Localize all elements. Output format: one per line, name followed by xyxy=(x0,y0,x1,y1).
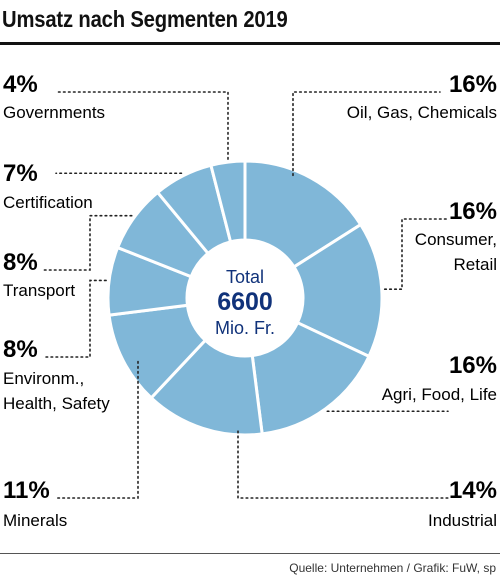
leader-lines xyxy=(43,91,449,499)
leader-environm-health-safety xyxy=(43,279,107,358)
slice-labels: 16% Oil, Gas, Chemicals 16% Consumer, Retail… xyxy=(3,71,497,530)
donut-center: Total 6600 Mio. Fr. xyxy=(215,267,275,338)
center-total-unit: Mio. Fr. xyxy=(215,318,275,338)
leader-transport xyxy=(43,214,133,271)
leader-oil-gas-chemicals xyxy=(292,91,441,177)
pct-label-consumer-retail: 16% xyxy=(449,198,497,225)
slice-agri-food-life xyxy=(250,320,371,436)
center-total-value: 6600 xyxy=(217,288,273,316)
leader-minerals xyxy=(55,360,139,499)
name-label-certification: Certification xyxy=(3,193,93,212)
slice-oil-gas-chemicals xyxy=(243,159,363,269)
footer-rule xyxy=(0,553,500,554)
name-label-governments: Governments xyxy=(3,103,105,122)
pct-label-oil-gas-chemicals: 16% xyxy=(449,71,497,98)
pct-label-industrial: 14% xyxy=(449,477,497,504)
leader-consumer-retail xyxy=(383,218,449,291)
donut-slices xyxy=(106,159,384,437)
name-label-agri-food-life: Agri, Food, Life xyxy=(382,385,497,404)
name-label-industrial: Industrial xyxy=(428,511,497,530)
source-note: Quelle: Unternehmen / Grafik: FuW, sp xyxy=(289,561,496,575)
name-label-consumer-retail: Retail xyxy=(454,255,497,274)
pct-label-certification: 7% xyxy=(3,160,38,187)
pct-label-transport: 8% xyxy=(3,249,38,276)
pct-label-environm-health-safety: 8% xyxy=(3,336,38,363)
leader-governments xyxy=(55,91,229,160)
pct-label-minerals: 11% xyxy=(3,477,50,504)
title-rule xyxy=(0,42,500,45)
leader-industrial xyxy=(237,430,449,499)
name-label-environm-health-safety: Environm., xyxy=(3,369,84,388)
pct-label-governments: 4% xyxy=(3,71,38,98)
pct-label-agri-food-life: 16% xyxy=(449,352,497,379)
chart-title: Umsatz nach Segmenten 2019 xyxy=(2,6,288,32)
donut-chart: 16% Oil, Gas, Chemicals 16% Consumer, Retail… xyxy=(3,71,497,530)
name-label-minerals: Minerals xyxy=(3,511,67,530)
name-label-transport: Transport xyxy=(3,281,75,300)
name-label-oil-gas-chemicals: Oil, Gas, Chemicals xyxy=(347,103,497,122)
name-label-consumer-retail: Consumer, xyxy=(415,230,497,249)
slice-consumer-retail xyxy=(291,222,384,359)
name-label-environm-health-safety: Health, Safety xyxy=(3,394,110,413)
center-total-label: Total xyxy=(226,267,264,287)
slice-governments xyxy=(209,159,247,244)
